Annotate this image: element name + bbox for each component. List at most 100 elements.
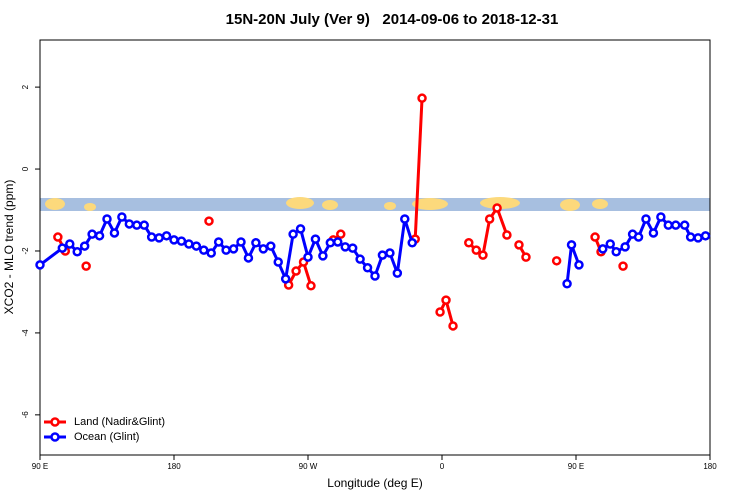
data-point — [310, 234, 321, 244]
data-point — [306, 281, 316, 291]
data-point — [273, 257, 283, 267]
data-point — [146, 232, 157, 242]
data-point — [514, 240, 524, 250]
legend: Land (Nadir&Glint) Ocean (Glint) — [44, 416, 165, 443]
data-point — [435, 307, 445, 317]
data-point — [154, 233, 164, 243]
data-point — [347, 243, 358, 253]
y-tick-label: -6 — [21, 411, 30, 419]
data-point — [318, 251, 328, 261]
data-point — [590, 232, 600, 242]
data-point — [663, 220, 674, 230]
data-point — [295, 224, 306, 234]
y-tick-label: -4 — [21, 329, 30, 337]
data-point — [169, 235, 179, 245]
x-tick-label: 90 E — [568, 462, 584, 471]
data-point — [206, 248, 216, 258]
y-tick-label: 2 — [21, 84, 30, 89]
legend-marker — [50, 417, 60, 427]
data-point — [65, 239, 75, 249]
data-point — [124, 219, 135, 229]
data-point — [291, 266, 301, 276]
data-point — [648, 228, 659, 238]
data-point — [355, 254, 365, 264]
data-point — [521, 252, 531, 262]
data-point — [693, 233, 703, 243]
series-line — [58, 98, 623, 326]
data-point — [176, 236, 187, 246]
data-point — [340, 242, 350, 252]
data-point — [417, 93, 427, 103]
data-point — [280, 274, 291, 284]
data-point — [370, 271, 380, 281]
data-point — [478, 250, 488, 260]
data-point — [266, 241, 276, 251]
data-point — [132, 220, 142, 230]
data-point — [333, 237, 343, 247]
data-point — [392, 268, 403, 278]
data-point — [679, 220, 690, 230]
data-point — [551, 256, 562, 266]
x-tick-label: 180 — [703, 462, 717, 471]
data-point — [109, 228, 120, 238]
data-point — [471, 245, 481, 255]
data-point — [87, 229, 97, 239]
data-point — [236, 237, 246, 247]
x-tick-label: 90 W — [299, 462, 318, 471]
data-point — [204, 216, 214, 226]
data-point — [288, 229, 298, 239]
data-point — [117, 212, 127, 222]
data-point — [484, 214, 495, 224]
y-axis-label: XCO2 - MLO trend (ppm) — [2, 180, 16, 315]
legend-label: Ocean (Glint) — [74, 431, 139, 443]
data-point — [102, 214, 112, 224]
data-point — [213, 237, 224, 247]
data-point — [620, 242, 630, 252]
data-point — [79, 241, 90, 251]
x-axis-label: Longitude (deg E) — [327, 476, 422, 490]
data-point — [221, 245, 231, 255]
data-point — [671, 220, 681, 230]
data-point — [362, 263, 373, 273]
data-point — [57, 243, 68, 253]
map-strip — [40, 197, 710, 211]
data-point — [139, 220, 149, 230]
data-point — [574, 260, 584, 270]
data-point — [502, 230, 512, 240]
data-point — [303, 252, 313, 262]
data-point — [492, 203, 502, 213]
data-point — [400, 214, 410, 224]
data-point — [199, 245, 209, 255]
data-point — [656, 212, 666, 222]
x-tick-label: 180 — [167, 462, 181, 471]
data-point — [598, 244, 608, 254]
data-point — [94, 231, 105, 241]
data-point — [700, 231, 711, 241]
x-tick-label: 0 — [440, 462, 445, 471]
data-point — [243, 253, 254, 263]
data-point — [407, 238, 417, 248]
legend-label: Land (Nadir&Glint) — [74, 416, 165, 428]
data-point — [191, 241, 202, 251]
plot-frame — [39, 39, 711, 456]
data-point — [228, 244, 239, 254]
legend-marker — [50, 432, 60, 442]
data-point — [441, 295, 451, 305]
data-point — [161, 231, 172, 241]
chart-title: 15N-20N July (Ver 9) 2014-09-06 to 2018-… — [226, 11, 559, 28]
data-point — [633, 232, 644, 242]
data-point — [184, 239, 194, 249]
data-point — [325, 238, 336, 248]
data-point — [72, 247, 82, 257]
data-point — [464, 238, 474, 248]
data-point — [641, 214, 651, 224]
data-point — [605, 239, 615, 249]
data-point — [618, 261, 628, 271]
data-point — [611, 247, 621, 257]
y-tick-label: -2 — [21, 247, 30, 255]
data-point — [53, 232, 63, 242]
data-point — [336, 229, 346, 239]
data-point — [562, 279, 572, 289]
y-tick-label: 0 — [21, 166, 30, 171]
